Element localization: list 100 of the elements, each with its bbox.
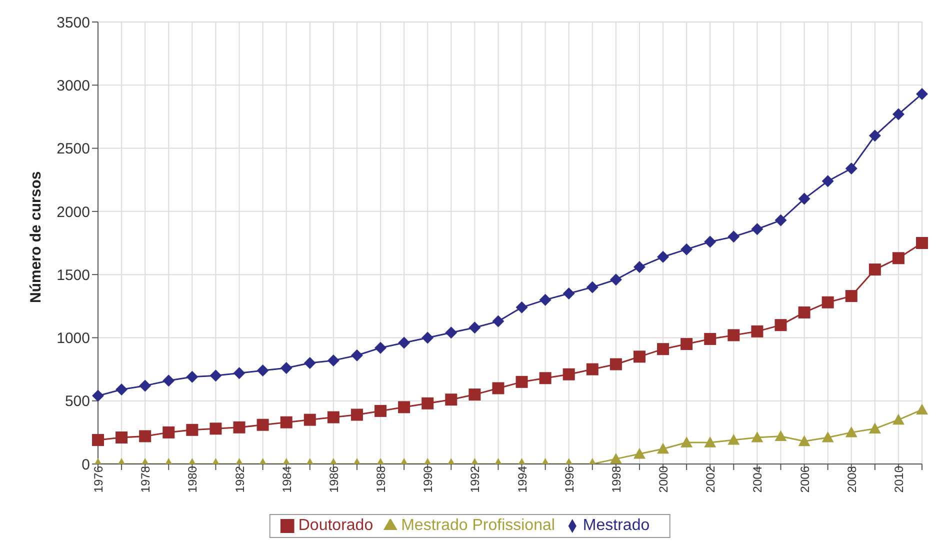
point — [704, 236, 716, 248]
point — [845, 426, 858, 438]
x-tick-label: 1988 — [374, 466, 388, 493]
legend-label: Doutorado — [298, 517, 374, 534]
point — [822, 296, 834, 308]
y-tick-label: 2500 — [56, 140, 90, 158]
point — [210, 422, 222, 435]
x-tick-label: 1998 — [609, 466, 624, 493]
point — [280, 362, 292, 374]
point — [892, 414, 904, 425]
point — [139, 380, 152, 392]
point — [633, 448, 646, 459]
point — [704, 436, 716, 448]
point — [657, 442, 670, 454]
point — [728, 434, 740, 445]
point — [610, 452, 622, 464]
x-tick-label: 2004 — [750, 466, 765, 493]
point — [256, 364, 269, 377]
x-tick-label: 1992 — [468, 466, 482, 493]
y-tick-label: 500 — [64, 393, 90, 410]
point — [492, 315, 504, 328]
x-tick-label: 1994 — [515, 466, 530, 493]
point — [916, 88, 928, 100]
point — [398, 401, 410, 414]
point — [304, 356, 316, 369]
point — [798, 435, 810, 446]
point — [751, 325, 764, 338]
legend-label: Mestrado Profissional — [401, 517, 555, 534]
point — [233, 367, 246, 380]
point — [892, 108, 904, 120]
point — [92, 434, 104, 446]
y-tick-label: 1000 — [56, 330, 90, 348]
point — [680, 338, 693, 350]
point — [139, 430, 152, 442]
point — [728, 329, 740, 342]
y-axis-title: Número de cursos — [27, 171, 44, 303]
y-tick-label: 2000 — [56, 204, 90, 221]
point — [680, 436, 693, 448]
y-tick-label: 3000 — [56, 77, 90, 94]
point — [422, 332, 434, 344]
point — [798, 192, 810, 205]
x-tick-label: 1984 — [280, 466, 294, 493]
x-tick-label: 1986 — [326, 466, 341, 493]
point — [916, 404, 928, 414]
x-tick-label: 2000 — [656, 466, 671, 493]
point — [162, 374, 175, 387]
x-tick-label: 1990 — [421, 466, 436, 493]
point — [445, 394, 458, 406]
point — [868, 130, 881, 142]
point — [704, 332, 716, 345]
point — [751, 431, 764, 442]
point — [233, 421, 246, 434]
point — [304, 414, 316, 426]
point — [398, 336, 410, 349]
point — [539, 372, 552, 384]
point — [657, 343, 670, 356]
point — [633, 350, 646, 363]
point — [327, 411, 340, 424]
point — [350, 408, 363, 421]
point — [445, 326, 458, 339]
point — [350, 349, 363, 362]
point — [845, 290, 858, 302]
point — [562, 288, 575, 300]
point — [845, 162, 858, 174]
point — [680, 243, 693, 256]
point — [492, 382, 504, 394]
point — [586, 281, 598, 294]
point — [868, 422, 881, 434]
point — [92, 390, 104, 402]
point — [633, 260, 646, 273]
point — [516, 376, 528, 388]
point — [468, 388, 481, 401]
y-tick-label: 3500 — [56, 14, 90, 32]
point — [916, 237, 928, 249]
point — [186, 370, 198, 383]
x-tick-label: 2008 — [844, 466, 859, 493]
point — [374, 342, 387, 354]
point — [116, 383, 128, 396]
point — [162, 426, 175, 438]
point — [892, 252, 904, 264]
x-tick-label: 1996 — [562, 466, 576, 493]
point — [210, 370, 222, 382]
point — [728, 230, 740, 243]
point — [586, 363, 598, 376]
legend-label: Mestrado — [582, 517, 650, 534]
point — [280, 416, 292, 428]
point — [374, 404, 387, 417]
point — [610, 274, 622, 286]
point — [774, 319, 787, 332]
x-tick-label: 1978 — [138, 466, 153, 493]
y-tick-label: 0 — [82, 456, 90, 474]
point — [822, 175, 834, 188]
point — [422, 397, 434, 410]
point — [751, 223, 764, 236]
y-tick-label: 1500 — [56, 266, 90, 284]
point — [657, 250, 670, 263]
x-tick-label: 1980 — [186, 466, 200, 493]
point — [468, 322, 481, 334]
point — [516, 301, 528, 314]
point — [186, 424, 198, 436]
